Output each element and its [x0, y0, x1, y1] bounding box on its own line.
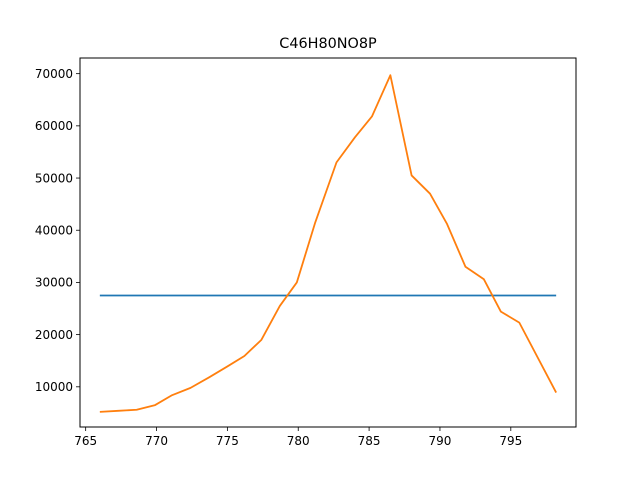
series-line-2: [99, 74, 557, 413]
x-tick-label: 795: [499, 434, 522, 448]
y-tick-label: 40000: [35, 224, 73, 238]
x-tick-label: 765: [74, 434, 97, 448]
x-tick-label: 775: [216, 434, 239, 448]
chart-title: C46H80NO8P: [279, 36, 377, 52]
y-tick-label: 20000: [35, 328, 73, 342]
series-layer: [99, 74, 557, 413]
plot-frame: [79, 57, 577, 428]
y-tick-label: 10000: [35, 380, 73, 394]
x-tick-label: 770: [145, 434, 168, 448]
axis-layer: 765 770 775 780 785 790 795 10000 20000 30000 4000…: [35, 67, 522, 448]
y-tick-label: 60000: [35, 119, 73, 133]
x-tick-label: 790: [429, 434, 452, 448]
y-tick-label: 30000: [35, 276, 73, 290]
x-tick-label: 785: [358, 434, 381, 448]
x-tick-label: 780: [287, 434, 310, 448]
y-tick-label: 70000: [35, 67, 73, 81]
y-tick-label: 50000: [35, 171, 73, 185]
